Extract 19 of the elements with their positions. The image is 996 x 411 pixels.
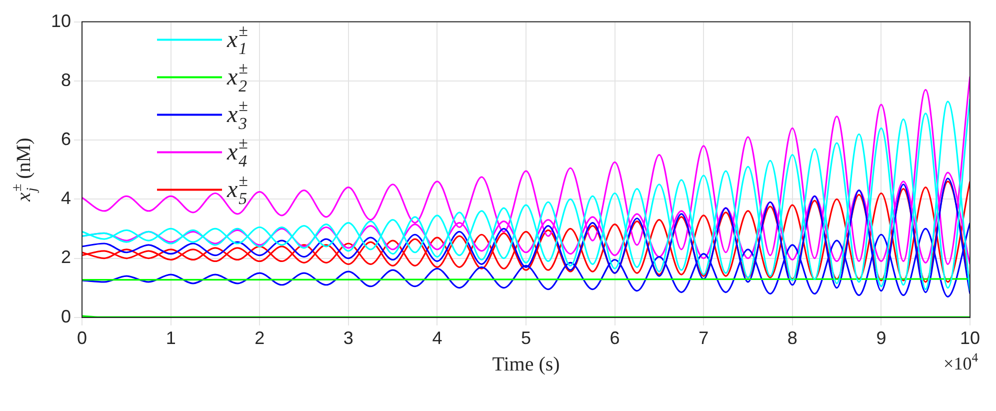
x-tick-label: 9 [876, 328, 886, 348]
x-tick-label: 6 [610, 328, 620, 348]
y-tick-label: 10 [50, 10, 72, 31]
x-tick-label: 10 [960, 328, 980, 348]
x-tick-label: 7 [698, 328, 709, 348]
y-tick-label: 4 [61, 188, 72, 208]
x-tick-label: 1 [166, 328, 176, 348]
x-tick-label: 3 [343, 328, 354, 348]
x-tick-label: 5 [521, 328, 532, 348]
x-tick-label: 0 [77, 328, 88, 348]
y-tick-label: 2 [61, 247, 72, 268]
x-tick-label: 2 [254, 328, 265, 348]
y-tick-label: 6 [61, 129, 72, 150]
y-tick-label: 8 [61, 70, 72, 90]
x-axis-title: Time (s) [492, 353, 560, 376]
x-tick-label: 4 [432, 328, 442, 348]
y-axis-title: xj± (nM) [10, 138, 40, 202]
x-tick-label: 8 [787, 328, 798, 348]
y-tick-label: 0 [61, 306, 72, 326]
